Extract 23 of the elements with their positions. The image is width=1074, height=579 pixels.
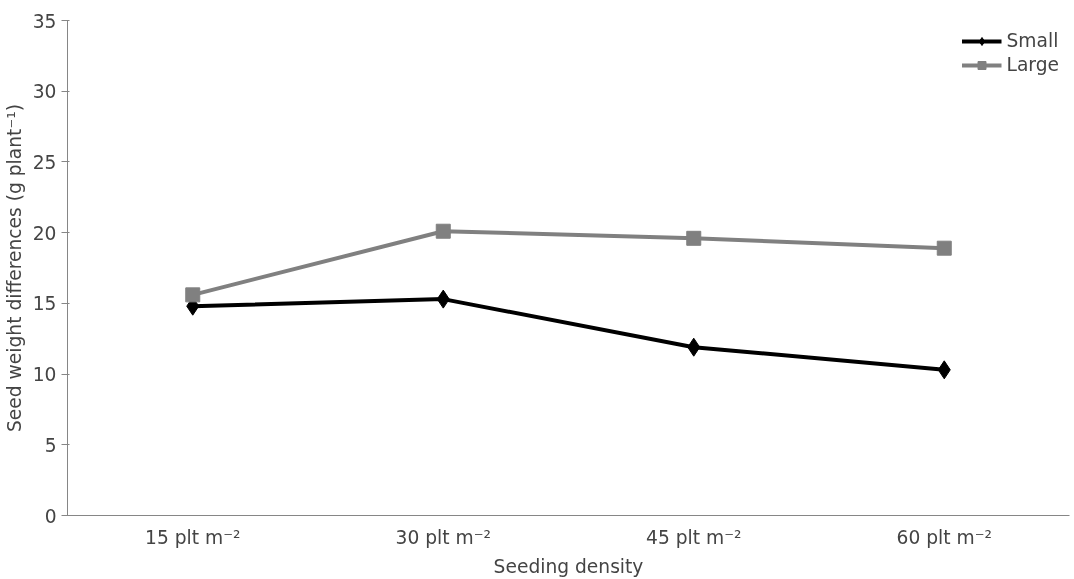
legend-label: Large: [1006, 54, 1059, 75]
point: [937, 360, 951, 380]
y-tick-label: 20: [32, 222, 57, 244]
y-tick-label: 15: [32, 293, 57, 315]
point: [687, 337, 701, 357]
point: [185, 287, 201, 303]
legend-label: Small: [1006, 30, 1059, 51]
x-tick-label: 30 plt m⁻²: [395, 526, 491, 548]
x-tick-label: 15 plt m⁻²: [145, 526, 241, 548]
y-tick-label: 25: [32, 151, 57, 173]
y-tick-label: 35: [32, 10, 57, 32]
point: [435, 223, 451, 239]
point: [436, 289, 450, 309]
y-axis-title: Seed weight differences (g plant⁻¹): [3, 104, 25, 432]
point: [686, 230, 702, 246]
point: [936, 240, 952, 256]
x-tick-label: 60 plt m⁻²: [896, 526, 992, 548]
y-tick-label: 0: [44, 505, 57, 527]
y-tick-label: 10: [32, 364, 57, 386]
y-tick-label: 30: [32, 81, 57, 103]
y-tick-label: 5: [44, 434, 57, 456]
x-tick-label: 45 plt m⁻²: [646, 526, 742, 548]
x-axis-title: Seeding density: [493, 555, 644, 577]
